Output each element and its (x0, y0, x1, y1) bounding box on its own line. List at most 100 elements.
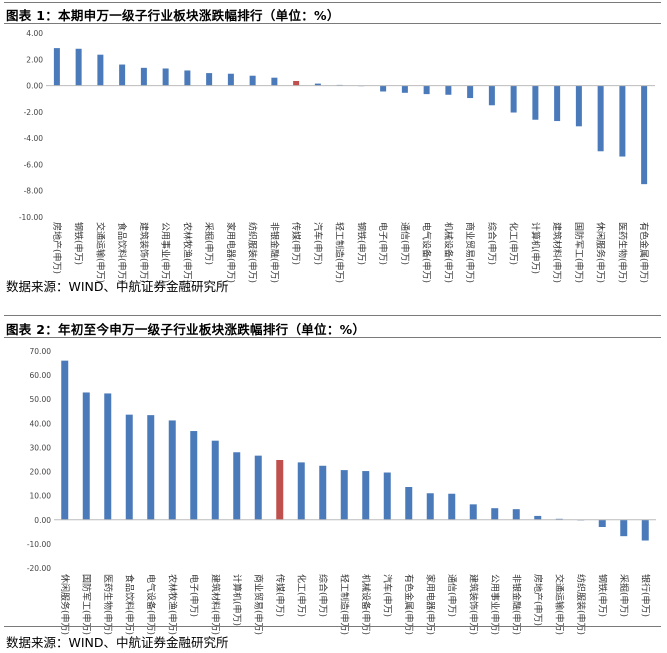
category-label: 非银金融(申万) (510, 574, 522, 635)
y-tick-label: 20.00 (30, 468, 52, 477)
figure2-title-rule (4, 337, 661, 338)
bar (405, 486, 413, 520)
category-label: 有色金属(申万) (403, 574, 415, 635)
y-tick-label: 4.00 (26, 29, 43, 38)
bar (554, 85, 561, 122)
category-label: 化工(申万) (508, 222, 520, 265)
category-label: 通信(申万) (446, 574, 458, 617)
bar (147, 415, 155, 520)
y-axis: 4.00 2.00 0.00 -2.00 -4.00 -6.00 -8.00 -10.00 (19, 29, 43, 222)
figure1-title-rule (4, 23, 661, 24)
bar (491, 508, 499, 520)
category-label: 钢铁(申万) (355, 222, 367, 265)
bar (340, 470, 348, 520)
figure2-bar-chart: 70.00 60.00 50.00 40.00 30.00 20.00 10.00 0.00 -… (27, 347, 656, 635)
bar (426, 493, 434, 520)
bar (512, 509, 520, 520)
category-label: 家用电器(申万) (424, 574, 436, 635)
bar (641, 519, 649, 541)
category-label: 轻工制造(申万) (338, 574, 350, 635)
bar (293, 80, 300, 86)
bar (125, 414, 133, 520)
bar (575, 85, 582, 127)
x-axis: 房地产(申万) 钢铁(申万) 交通运输(申万) 食品饮料(申万) 建筑装饰(申万) 公用事… (51, 222, 650, 283)
bar (190, 431, 198, 520)
figure2-source: 数据来源：WIND、中航证券金融研究所 (6, 635, 229, 650)
bar (467, 85, 474, 99)
category-label: 有色金属(申万) (638, 222, 650, 283)
bar (401, 85, 408, 93)
category-label: 商业贸易(申万) (464, 222, 476, 283)
y-tick-label: -20.00 (27, 564, 51, 573)
bar (184, 70, 191, 86)
y-tick-label: -4.00 (24, 134, 44, 143)
bar (314, 83, 321, 86)
category-label: 机械设备(申万) (360, 574, 372, 635)
y-tick-label: 50.00 (30, 395, 52, 404)
bar (488, 85, 495, 106)
bar (598, 519, 606, 528)
bar (249, 75, 256, 86)
bar (75, 48, 82, 86)
bar (140, 67, 147, 86)
bar (620, 519, 628, 537)
bar (211, 440, 219, 520)
figure1-source: 数据来源：WIND、中航证券金融研究所 (6, 279, 229, 294)
category-label: 医药生物(申万) (616, 222, 628, 283)
category-label: 国防军工(申万) (573, 222, 585, 283)
category-label: 通信(申万) (399, 222, 411, 265)
category-label: 传媒(申万) (290, 222, 302, 265)
x-axis: 休闲服务(申万) 国防军工(申万) 医药生物(申万) 食品饮料(申万) 电气设备(申万)… (59, 574, 652, 635)
category-label: 公用事业(申万) (160, 222, 172, 283)
bar (53, 48, 60, 86)
bar (254, 455, 262, 520)
category-label: 医药生物(申万) (102, 574, 114, 635)
category-label: 建筑材料(申万) (209, 574, 221, 635)
category-label: 采掘(申万) (618, 574, 630, 617)
bar-series (53, 48, 648, 185)
bar (362, 471, 370, 520)
category-label: 国防军工(申万) (80, 574, 92, 635)
bar (162, 68, 169, 86)
top-rule (4, 2, 661, 3)
category-label: 建筑材料(申万) (551, 222, 563, 283)
bar (297, 462, 305, 520)
y-tick-label: 70.00 (30, 347, 52, 356)
bar (423, 85, 430, 95)
category-label: 电子(申万) (188, 574, 200, 617)
y-tick-label: -2.00 (24, 108, 44, 117)
category-label: 纺织服装(申万) (247, 222, 259, 283)
category-label: 农林牧渔(申万) (166, 574, 178, 635)
section-divider (4, 315, 661, 316)
category-label: 房地产(申万) (532, 574, 544, 626)
category-label: 钢铁(申万) (73, 222, 85, 265)
bar (380, 85, 387, 92)
bar (104, 393, 112, 520)
y-tick-label: 30.00 (30, 443, 52, 452)
y-tick-label: -6.00 (24, 160, 44, 169)
bar (319, 465, 327, 520)
category-label: 电子(申万) (377, 222, 389, 265)
category-label: 银行(申万) (639, 574, 651, 617)
bar (82, 392, 90, 520)
y-tick-label: -8.00 (24, 187, 44, 196)
bar (597, 85, 604, 152)
category-label: 交通运输(申万) (553, 574, 565, 635)
category-label: 轻工制造(申万) (334, 222, 346, 283)
bar (383, 472, 391, 520)
y-axis: 70.00 60.00 50.00 40.00 30.00 20.00 10.00 0.00 -… (27, 347, 51, 573)
category-label: 休闲服务(申万) (59, 574, 71, 635)
category-label: 机械设备(申万) (442, 222, 454, 283)
category-label: 公用事业(申万) (489, 574, 501, 635)
category-label: 电气设备(申万) (145, 574, 157, 635)
category-label: 食品饮料(申万) (116, 222, 128, 283)
y-tick-label: 10.00 (30, 492, 52, 501)
bar (276, 459, 284, 520)
bar (534, 515, 542, 520)
bar (206, 73, 213, 86)
y-tick-label: 60.00 (30, 371, 52, 380)
bar (510, 85, 517, 113)
bar (97, 54, 104, 86)
bar-series (61, 360, 649, 541)
bar (532, 85, 539, 120)
